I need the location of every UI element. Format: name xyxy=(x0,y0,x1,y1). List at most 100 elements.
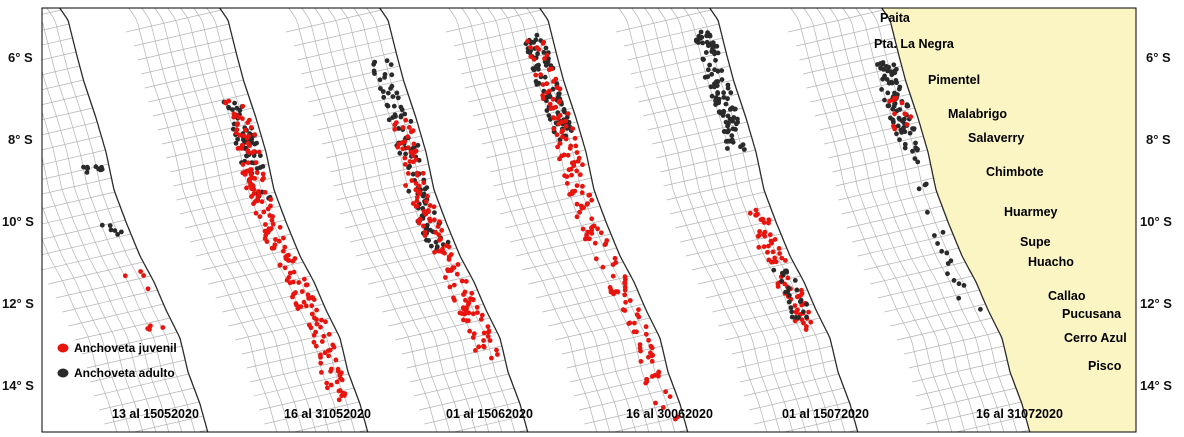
juvenile-sighting xyxy=(276,238,282,244)
adult-sighting xyxy=(561,107,567,112)
grid-transect-1 xyxy=(42,51,77,61)
juvenile-sighting xyxy=(269,217,275,223)
juvenile-sighting xyxy=(403,183,408,188)
grid-transect-6 xyxy=(903,331,1000,355)
juvenile-sighting xyxy=(445,267,450,272)
juvenile-sighting xyxy=(613,260,619,265)
adult-sighting xyxy=(235,136,241,142)
juvenile-sighting xyxy=(314,321,320,327)
grid-transect-1 xyxy=(81,331,178,355)
juvenile-sighting xyxy=(542,56,547,61)
adult-sighting xyxy=(889,80,895,86)
adult-sighting xyxy=(875,62,880,67)
adult-sighting xyxy=(254,166,260,172)
adult-sighting xyxy=(714,43,720,49)
grid-transect-4 xyxy=(453,23,550,47)
grid-transect-1 xyxy=(42,107,93,121)
grid-transect-2 xyxy=(253,373,349,397)
lat-label-left-6s: 6° S xyxy=(8,50,33,65)
grid-transect-6 xyxy=(787,9,884,33)
grid-transect-6 xyxy=(912,359,1008,383)
grid-isoline-3-3 xyxy=(340,8,490,432)
juvenile-sighting xyxy=(563,123,569,129)
juvenile-sighting xyxy=(899,100,905,106)
place-supe: Supe xyxy=(1020,235,1051,249)
juvenile-sighting xyxy=(904,122,910,127)
grid-isoline-6-6 xyxy=(803,8,953,432)
juvenile-sighting xyxy=(893,95,899,101)
grid-transect-3 xyxy=(297,37,393,61)
grid-transect-5 xyxy=(656,135,752,159)
grid-transect-2 xyxy=(190,219,286,243)
juvenile-sighting xyxy=(427,218,433,224)
juvenile-sighting xyxy=(525,38,530,44)
juvenile-sighting xyxy=(122,273,128,279)
juvenile-sighting xyxy=(312,315,317,321)
juvenile-sighting xyxy=(248,167,254,172)
juvenile-sighting xyxy=(757,229,762,234)
juvenile-sighting xyxy=(286,275,292,280)
grid-isoline-6-5 xyxy=(816,8,966,432)
adult-sighting xyxy=(788,305,794,311)
juvenile-sighting xyxy=(760,216,766,222)
juvenile-sighting xyxy=(252,149,257,154)
grid-transect-4 xyxy=(535,275,631,299)
juvenile-sighting xyxy=(269,245,275,251)
grid-transect-4 xyxy=(460,51,557,75)
grid-transect-1 xyxy=(68,303,164,327)
grid-isoline-1-6 xyxy=(42,204,131,432)
grid-isoline-5-5 xyxy=(644,8,794,432)
juvenile-sighting xyxy=(413,181,419,186)
grid-transect-4 xyxy=(542,289,638,313)
adult-sighting xyxy=(702,74,708,80)
juvenile-sighting xyxy=(454,271,460,277)
adult-sighting xyxy=(550,86,556,92)
grid-transect-1 xyxy=(42,65,80,76)
grid-transect-4 xyxy=(612,415,684,432)
juvenile-sighting xyxy=(762,229,768,235)
adult-sighting xyxy=(81,164,86,170)
legend: Anchoveta juvenil Anchoveta adulto xyxy=(57,341,177,380)
grid-isoline-5-2 xyxy=(683,8,833,432)
juvenile-sighting xyxy=(251,187,257,193)
juvenile-sighting xyxy=(318,352,323,358)
adult-sighting xyxy=(792,278,798,283)
juvenile-sighting xyxy=(649,374,655,379)
grid-isoline-5-7 xyxy=(618,8,768,432)
juvenile-sighting xyxy=(544,90,550,95)
legend-juvenile-marker xyxy=(57,343,69,353)
juvenile-sighting xyxy=(481,338,486,343)
juvenile-sighting xyxy=(466,310,472,316)
juvenile-sighting xyxy=(240,103,246,109)
panel-4 xyxy=(445,8,689,432)
adult-sighting xyxy=(890,117,896,123)
adult-sighting xyxy=(388,62,394,67)
grid-transect-6 xyxy=(838,177,934,201)
adult-sighting xyxy=(372,59,378,65)
juvenile-sighting xyxy=(622,274,628,280)
juvenile-sighting xyxy=(402,162,408,167)
grid-transect-2 xyxy=(264,401,360,425)
juvenile-sighting xyxy=(396,141,402,147)
grid-transect-3 xyxy=(285,9,382,33)
grid-transect-1 xyxy=(98,387,195,411)
juvenile-sighting xyxy=(261,175,266,181)
juvenile-sighting xyxy=(770,249,776,255)
grid-isoline-2-3 xyxy=(180,8,330,432)
grid-transect-6 xyxy=(920,387,1017,411)
place-pimentel: Pimentel xyxy=(928,73,980,87)
adult-sighting xyxy=(944,250,950,256)
juvenile-sighting xyxy=(408,129,414,135)
grid-transect-1 xyxy=(42,247,137,271)
lat-label-right-10s: 10° S xyxy=(1140,214,1172,229)
grid-isoline-4-6 xyxy=(461,8,611,432)
grid-transect-5 xyxy=(736,345,832,369)
period-label-3: 01 al 15062020 xyxy=(446,407,533,421)
juvenile-sighting xyxy=(533,72,539,78)
juvenile-sighting xyxy=(322,350,328,356)
adult-sighting xyxy=(700,40,705,46)
grid-isoline-2-7 xyxy=(128,8,278,432)
grid-isoline-3-2 xyxy=(353,8,503,432)
juvenile-sighting xyxy=(291,291,296,297)
adult-sighting xyxy=(945,271,950,277)
